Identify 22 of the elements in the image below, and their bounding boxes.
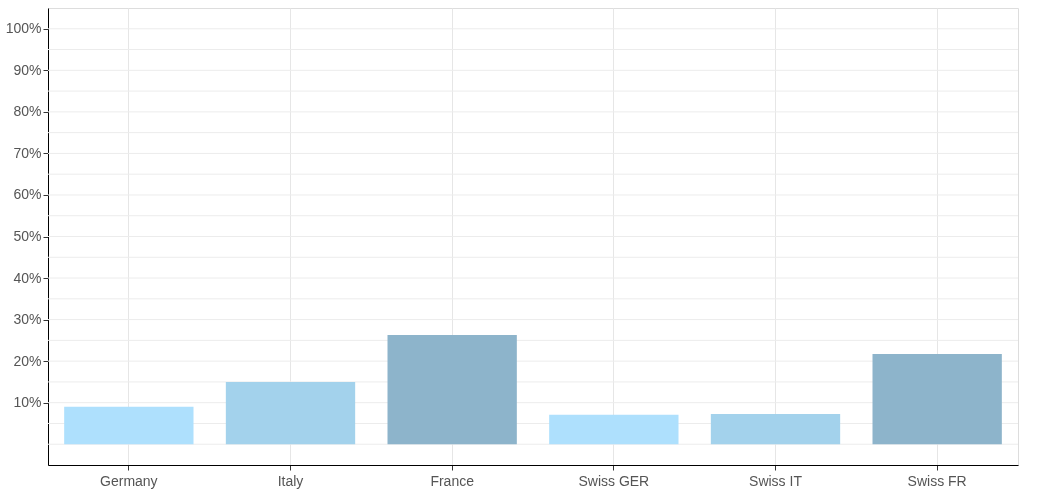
x-tick-label: Swiss IT <box>749 472 803 489</box>
y-tick-label: 50% <box>13 228 42 244</box>
y-tick-label: 90% <box>13 61 42 78</box>
y-tick-label: 70% <box>13 144 42 161</box>
bar <box>549 414 679 445</box>
x-tick-label: Germany <box>100 472 158 489</box>
bar <box>872 354 1002 445</box>
y-tick-label: 100% <box>5 20 42 37</box>
bar <box>710 413 841 445</box>
bar <box>387 334 517 445</box>
x-tick-label: Italy <box>277 472 304 489</box>
y-tick-label: 10% <box>13 394 42 411</box>
bar <box>64 406 194 445</box>
y-tick-label: 20% <box>13 352 42 369</box>
y-tick-label: 60% <box>13 186 42 203</box>
y-tick-label: 80% <box>13 103 42 120</box>
y-tick-label: 40% <box>13 269 42 286</box>
x-tick-label: Swiss FR <box>907 472 967 489</box>
bar <box>225 381 356 445</box>
x-tick-label: France <box>430 472 475 489</box>
y-tick-label: 30% <box>13 311 42 328</box>
x-tick-label: Swiss GER <box>578 472 650 489</box>
